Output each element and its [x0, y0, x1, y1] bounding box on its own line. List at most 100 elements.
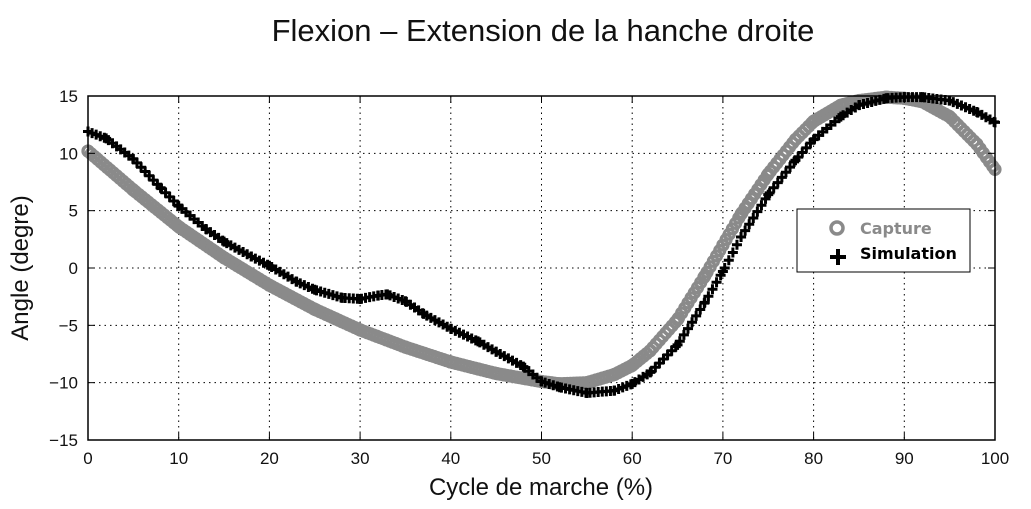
simulation-data-point [128, 154, 139, 165]
capture-data-point [607, 368, 621, 382]
simulation-marker [703, 291, 714, 302]
x-tick-label: 20 [260, 449, 279, 468]
x-tick-label: 30 [351, 449, 370, 468]
simulation-data-point [518, 361, 529, 372]
simulation-data-point [790, 155, 801, 166]
x-tick-label: 40 [441, 449, 460, 468]
series-capture [81, 90, 1002, 391]
x-tick-label: 80 [804, 449, 823, 468]
legend: Capture Simulation [796, 208, 971, 273]
simulation-marker [780, 167, 791, 178]
x-tick-label: 100 [981, 449, 1009, 468]
legend-capture-label: Capture [860, 219, 932, 238]
simulation-marker [687, 317, 698, 328]
simulation-data-point [717, 266, 728, 277]
y-tick-label: −15 [49, 431, 78, 450]
simulation-marker [707, 284, 718, 295]
simulation-data-point [155, 182, 166, 193]
simulation-marker [711, 277, 722, 288]
capture-data-point [970, 137, 984, 151]
simulation-marker [744, 219, 755, 230]
simulation-data-point [200, 224, 211, 235]
legend-box [796, 208, 971, 273]
simulation-data-point [881, 93, 892, 104]
simulation-data-point [382, 289, 393, 300]
x-tick-label: 60 [623, 449, 642, 468]
simulation-marker [785, 162, 796, 173]
capture-data-point [444, 355, 458, 369]
simulation-data-point [418, 308, 429, 319]
y-tick-label: 5 [69, 202, 78, 221]
capture-data-point [734, 207, 748, 221]
capture-data-point [262, 278, 276, 292]
capture-data-point [625, 358, 639, 373]
simulation-marker [748, 212, 759, 223]
simulation-marker [740, 225, 751, 236]
simulation-data-point [736, 232, 747, 243]
simulation-data-point [808, 134, 819, 145]
x-tick-label: 10 [169, 449, 188, 468]
chart-title: Flexion – Extension de la hanche droite [272, 13, 815, 48]
simulation-data-point [473, 336, 484, 347]
y-tick-label: 0 [69, 259, 78, 278]
simulation-data-point [627, 378, 638, 389]
simulation-data-point [400, 296, 411, 307]
simulation-data-point [699, 297, 710, 308]
simulation-marker [768, 182, 779, 193]
legend-simulation-label: Simulation [860, 244, 957, 263]
capture-data-point [670, 313, 685, 327]
capture-data-point [834, 98, 848, 112]
simulation-data-point [536, 376, 547, 387]
simulation-data-point [373, 290, 384, 301]
simulation-data-point [554, 382, 565, 393]
capture-data-point [308, 302, 322, 316]
simulation-data-point [763, 189, 774, 200]
capture-data-point [353, 323, 367, 337]
simulation-data-point [445, 323, 456, 334]
simulation-data-point [581, 387, 592, 398]
y-tick-label: −5 [59, 316, 78, 335]
x-tick-label: 0 [83, 449, 92, 468]
capture-data-point [788, 132, 803, 147]
capture-data-point [761, 167, 775, 181]
simulation-data-point [672, 339, 683, 350]
simulation-data-point [291, 276, 302, 287]
simulation-data-point [971, 107, 982, 118]
legend-simulation-marker [830, 249, 846, 265]
y-tick-label: 10 [59, 144, 78, 163]
simulation-data-point [309, 284, 320, 295]
simulation-marker [682, 323, 693, 334]
simulation-marker [752, 206, 763, 217]
simulation-marker [723, 255, 734, 266]
simulation-data-point [609, 385, 620, 396]
y-axis-label: Angle (degre) [7, 195, 34, 340]
capture-data-point [643, 343, 657, 358]
simulation-marker [772, 177, 783, 188]
simulation-data-point [219, 236, 230, 247]
x-axis-label: Cycle de marche (%) [429, 474, 653, 501]
x-tick-label: 70 [713, 449, 732, 468]
simulation-marker [756, 200, 767, 211]
simulation-marker [695, 304, 706, 315]
capture-data-point [217, 251, 231, 265]
simulation-data-point [645, 367, 656, 378]
series-simulation [83, 92, 1000, 398]
series-layer [81, 90, 1002, 398]
simulation-data-point [853, 100, 864, 111]
simulation-marker [691, 310, 702, 321]
simulation-data-point [101, 133, 112, 144]
capture-data-point [398, 340, 413, 354]
capture-data-point [172, 220, 186, 234]
simulation-data-point [173, 201, 184, 212]
simulation-data-point [355, 293, 366, 304]
capture-data-point [698, 269, 712, 283]
simulation-data-point [491, 346, 502, 357]
simulation-marker [678, 329, 689, 340]
simulation-data-point [264, 260, 275, 271]
simulation-marker [731, 239, 742, 250]
simulation-data-point [336, 292, 347, 303]
x-tick-label: 50 [532, 449, 551, 468]
x-tick-label: 90 [895, 449, 914, 468]
simulation-data-point [944, 95, 955, 106]
